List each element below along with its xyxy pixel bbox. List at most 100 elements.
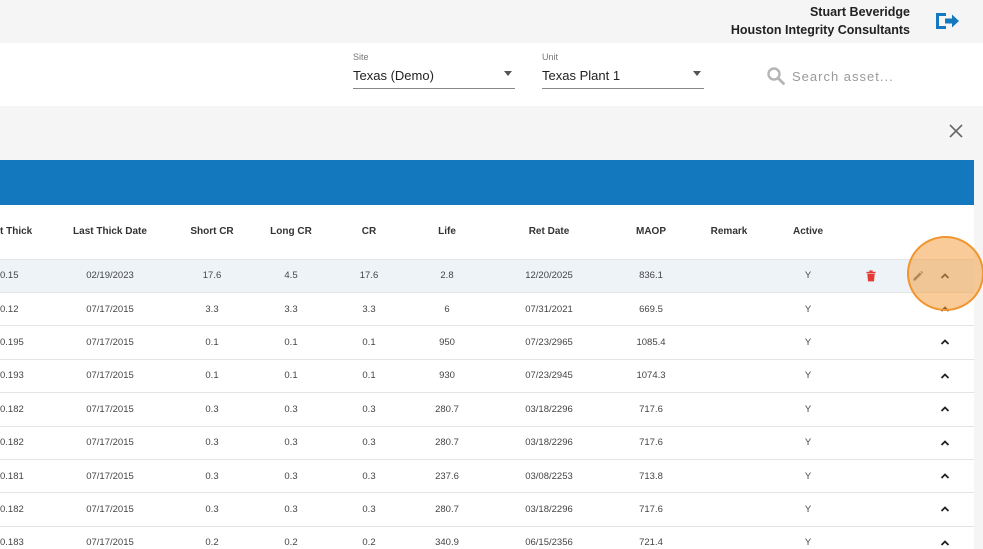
column-header-maop[interactable]: MAOP — [636, 226, 666, 237]
cell-short-cr: 0.1 — [205, 336, 219, 348]
cell-life: 930 — [439, 370, 455, 382]
column-header-last-thick-date[interactable]: Last Thick Date — [73, 226, 147, 237]
table-row[interactable]: 0.195 07/17/2015 0.1 0.1 0.1 950 07/23/2965 108… — [0, 325, 974, 359]
pencil-icon[interactable] — [913, 270, 924, 281]
table-row[interactable]: 0.181 07/17/2015 0.3 0.3 0.3 237.6 03/08/2253 7… — [0, 458, 974, 493]
cell-maop: 717.6 — [639, 503, 663, 515]
cell-last-thick: 0.182 — [0, 503, 24, 515]
cell-long-cr: 0.2 — [284, 537, 298, 549]
cell-ret-date: 07/23/2945 — [525, 370, 573, 382]
cell-short-cr: 17.6 — [202, 270, 222, 282]
cell-maop: 1074.3 — [636, 370, 666, 382]
cell-cr: 0.1 — [362, 370, 376, 382]
cell-cr: 0.3 — [362, 437, 376, 449]
table-row[interactable]: 0.182 07/17/2015 0.3 0.3 0.3 280.7 03/18/2296 7… — [0, 425, 974, 459]
cell-active: Y — [804, 503, 812, 515]
column-header-last-thick[interactable]: t Thick — [0, 226, 33, 237]
chevron-up-icon[interactable] — [940, 472, 950, 480]
cell-long-cr: 0.1 — [284, 336, 298, 348]
cell-long-cr: 4.5 — [284, 270, 298, 282]
chevron-up-icon[interactable] — [940, 405, 950, 413]
unit-label: Unit — [542, 52, 559, 62]
cell-last-thick: 0.182 — [0, 403, 24, 415]
table-row[interactable]: 0.193 07/17/2015 0.1 0.1 0.1 930 07/23/2945 107… — [0, 358, 974, 393]
column-header-long-cr[interactable]: Long CR — [270, 226, 312, 237]
column-header-ret-date[interactable]: Ret Date — [528, 226, 570, 237]
cell-long-cr: 0.3 — [284, 403, 298, 415]
search-input[interactable] — [792, 65, 972, 87]
scroll-gutter — [974, 160, 983, 549]
cell-long-cr: 0.3 — [284, 470, 298, 482]
cell-last-thick-date: 07/17/2015 — [86, 503, 134, 515]
cell-ret-date: 03/18/2296 — [525, 437, 573, 449]
chevron-up-icon[interactable] — [940, 372, 950, 380]
close-icon[interactable] — [948, 123, 964, 139]
cell-short-cr: 0.1 — [205, 370, 219, 382]
cell-short-cr: 0.3 — [205, 470, 219, 482]
caret-down-icon — [504, 71, 512, 76]
chevron-up-icon[interactable] — [940, 272, 950, 280]
site-label: Site — [353, 52, 369, 62]
unit-select[interactable]: Unit Texas Plant 1 — [542, 51, 704, 89]
cell-active: Y — [804, 270, 812, 282]
cell-maop: 669.5 — [639, 303, 663, 315]
cell-last-thick: 0.15 — [0, 270, 19, 282]
organization-name: Houston Integrity Consultants — [730, 23, 910, 37]
cell-cr: 0.2 — [362, 537, 376, 549]
cell-ret-date: 07/31/2021 — [525, 303, 573, 315]
cell-active: Y — [804, 537, 812, 549]
cell-short-cr: 3.3 — [205, 303, 219, 315]
cell-ret-date: 12/20/2025 — [525, 270, 573, 282]
cell-life: 280.7 — [435, 437, 459, 449]
column-header-cr[interactable]: CR — [361, 226, 377, 237]
unit-value: Texas Plant 1 — [542, 68, 621, 83]
site-value: Texas (Demo) — [353, 68, 434, 83]
cell-ret-date: 03/18/2296 — [525, 503, 573, 515]
cell-life: 280.7 — [435, 403, 459, 415]
cell-active: Y — [804, 403, 812, 415]
cell-maop: 1085.4 — [636, 336, 666, 348]
site-select[interactable]: Site Texas (Demo) — [353, 51, 515, 89]
table-row[interactable]: 0.182 07/17/2015 0.3 0.3 0.3 280.7 03/18/2296 7… — [0, 392, 974, 426]
cell-active: Y — [804, 437, 812, 449]
trash-icon[interactable] — [866, 270, 876, 282]
cell-active: Y — [804, 470, 812, 482]
user-name: Stuart Beveridge — [809, 5, 910, 19]
cell-cr: 0.3 — [362, 403, 376, 415]
chevron-up-icon[interactable] — [940, 539, 950, 547]
column-header-short-cr[interactable]: Short CR — [190, 226, 234, 237]
chevron-up-icon[interactable] — [940, 439, 950, 447]
cell-cr: 0.1 — [362, 336, 376, 348]
chevron-up-icon[interactable] — [940, 338, 950, 346]
cell-short-cr: 0.3 — [205, 503, 219, 515]
caret-down-icon — [693, 71, 701, 76]
table-row[interactable]: 0.15 02/19/2023 17.6 4.5 17.6 2.8 12/20/2025 83… — [0, 258, 974, 292]
column-header-active[interactable]: Active — [792, 226, 824, 237]
cell-active: Y — [804, 370, 812, 382]
cell-last-thick-date: 07/17/2015 — [86, 336, 134, 348]
cell-life: 6 — [444, 303, 450, 315]
column-header-remark[interactable]: Remark — [710, 226, 748, 237]
cell-ret-date: 03/08/2253 — [525, 470, 573, 482]
column-header-life[interactable]: Life — [438, 226, 456, 237]
search-icon — [767, 67, 785, 85]
chevron-up-icon[interactable] — [940, 305, 950, 313]
cell-life: 340.9 — [435, 537, 459, 549]
cell-maop: 713.8 — [639, 470, 663, 482]
table-row[interactable]: 0.183 07/17/2015 0.2 0.2 0.2 340.9 06/15/2356 7… — [0, 525, 974, 549]
chevron-up-icon[interactable] — [940, 505, 950, 513]
cell-cr: 3.3 — [362, 303, 376, 315]
cell-maop: 836.1 — [639, 270, 663, 282]
panel-header — [0, 106, 983, 160]
cell-life: 2.8 — [440, 270, 454, 282]
cell-last-thick: 0.195 — [0, 336, 24, 348]
cell-maop: 721.4 — [639, 537, 663, 549]
cell-last-thick: 0.193 — [0, 370, 24, 382]
table-row[interactable]: 0.12 07/17/2015 3.3 3.3 3.3 6 07/31/2021 669.5 Y — [0, 291, 974, 326]
cell-last-thick-date: 02/19/2023 — [86, 270, 134, 282]
cell-active: Y — [804, 303, 812, 315]
table-row[interactable]: 0.182 07/17/2015 0.3 0.3 0.3 280.7 03/18/2296 7… — [0, 492, 974, 526]
cell-active: Y — [804, 336, 812, 348]
logout-icon[interactable] — [933, 9, 961, 33]
cell-cr: 0.3 — [362, 470, 376, 482]
